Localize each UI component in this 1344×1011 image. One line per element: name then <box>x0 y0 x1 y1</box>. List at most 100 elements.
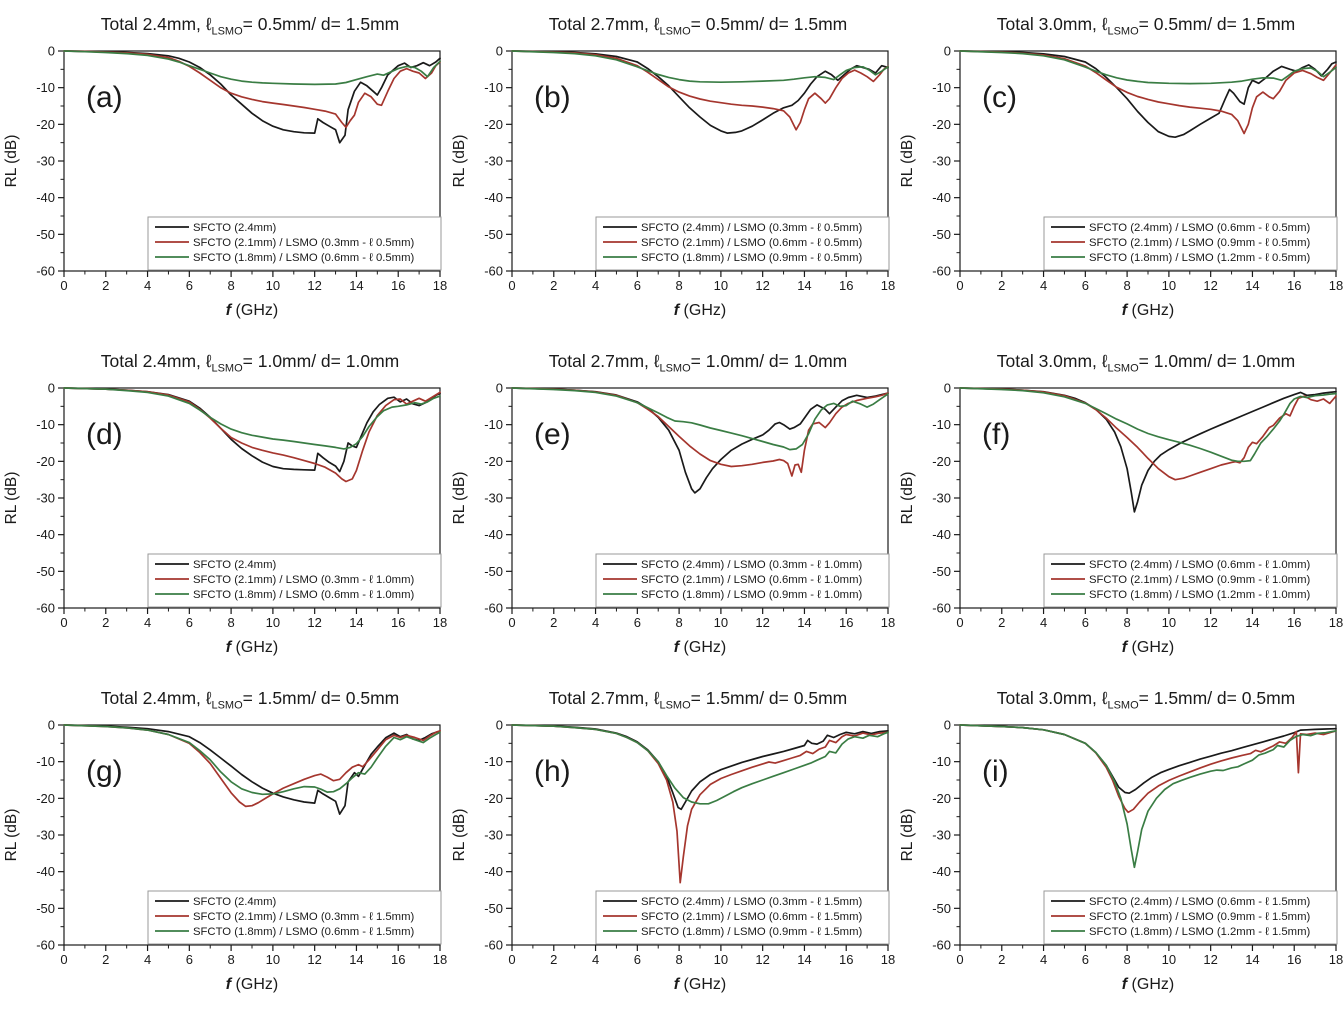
legend-box <box>1043 216 1338 271</box>
y-axis-label: RL (dB) <box>451 472 468 525</box>
x-axis-label: f (GHz) <box>226 976 278 993</box>
x-tick-label: 8 <box>1123 952 1130 967</box>
panel-g: Total 2.4mm, ℓLSMO= 1.5mm/ d= 0.5mm 0 2 4 6… <box>0 674 448 1011</box>
panel-h: Total 2.7mm, ℓLSMO= 1.5mm/ d= 0.5mm 0 2 4 6… <box>448 674 896 1011</box>
panel-letter: (d) <box>86 418 123 451</box>
x-tick-label: 8 <box>1123 278 1130 293</box>
x-tick-label: 8 <box>675 615 682 630</box>
panel-f: Total 3.0mm, ℓLSMO= 1.0mm/ d= 1.0mm 0 2 4 6… <box>896 337 1344 674</box>
x-tick-label: 18 <box>1329 278 1343 293</box>
chart-title-post: = 0.5mm/ d= 1.5mm <box>690 14 848 34</box>
x-tick-label: 10 <box>714 278 728 293</box>
series-line-green <box>959 50 1337 85</box>
series-line-red <box>511 50 889 131</box>
legend-entry-label: SFCTO (1.8mm) / LSMO (1.2mm - ℓ 1.5mm) <box>1089 926 1310 938</box>
y-tick-label: -10 <box>932 417 951 432</box>
y-tick-label: -30 <box>36 828 55 843</box>
y-tick-label: -60 <box>484 601 503 616</box>
y-tick-label: -30 <box>484 154 503 169</box>
y-tick-label: -30 <box>932 154 951 169</box>
y-tick-label: 0 <box>496 718 503 733</box>
x-tick-label: 4 <box>144 952 151 967</box>
x-tick-label: 2 <box>998 952 1005 967</box>
y-tick-label: -20 <box>36 117 55 132</box>
x-tick-label: 4 <box>1040 278 1047 293</box>
x-tick-label: 6 <box>186 615 193 630</box>
panel-c: Total 3.0mm, ℓLSMO= 0.5mm/ d= 1.5mm 0 2 4 6… <box>896 0 1344 337</box>
x-tick-label: 12 <box>307 278 321 293</box>
series-line-red <box>959 387 1337 481</box>
y-tick-label: -30 <box>36 491 55 506</box>
x-tick-label: 8 <box>227 278 234 293</box>
y-tick-label: -40 <box>932 864 951 879</box>
x-tick-label: 4 <box>592 952 599 967</box>
y-tick-label: -50 <box>932 564 951 579</box>
x-tick-label: 10 <box>1162 952 1176 967</box>
x-tick-label: 6 <box>1082 952 1089 967</box>
series-line-green <box>63 50 441 86</box>
panel-letter: (g) <box>86 755 123 788</box>
legend-entry-label: SFCTO (2.4mm) / LSMO (0.3mm - ℓ 1.0mm) <box>641 559 862 571</box>
y-tick-label: -50 <box>36 901 55 916</box>
legend-box <box>595 553 890 608</box>
chart-title: Total 2.4mm, ℓLSMO= 0.5mm/ d= 1.5mm <box>0 9 448 43</box>
legend-entry-label: SFCTO (2.1mm) / LSMO (0.3mm - ℓ 0.5mm) <box>193 237 414 249</box>
x-tick-label: 6 <box>186 278 193 293</box>
y-axis-label: RL (dB) <box>899 809 916 862</box>
x-tick-label: 2 <box>998 615 1005 630</box>
x-tick-label: 16 <box>1287 278 1301 293</box>
series-line-green <box>63 387 441 450</box>
chart-title: Total 2.4mm, ℓLSMO= 1.0mm/ d= 1.0mm <box>0 346 448 380</box>
y-tick-label: -40 <box>484 864 503 879</box>
y-tick-label: -20 <box>36 454 55 469</box>
x-tick-label: 2 <box>998 278 1005 293</box>
x-tick-label: 2 <box>102 952 109 967</box>
y-tick-label: -40 <box>932 190 951 205</box>
x-tick-label: 18 <box>881 952 895 967</box>
x-axis-label: f (GHz) <box>1122 302 1174 319</box>
chart-title-pre: Total 2.4mm, ℓ <box>100 351 212 371</box>
y-axis-label: RL (dB) <box>3 135 20 188</box>
x-tick-label: 8 <box>675 952 682 967</box>
x-tick-label: 16 <box>839 952 853 967</box>
x-tick-label: 16 <box>839 278 853 293</box>
y-tick-label: -50 <box>932 901 951 916</box>
series-line-red <box>511 387 889 477</box>
x-tick-label: 12 <box>755 278 769 293</box>
x-axis-label: f (GHz) <box>674 639 726 656</box>
y-tick-label: -60 <box>484 264 503 279</box>
x-axis-label: f (GHz) <box>226 639 278 656</box>
y-tick-label: -10 <box>932 80 951 95</box>
x-tick-label: 6 <box>1082 278 1089 293</box>
chart-title-sub: LSMO <box>1107 699 1139 712</box>
x-tick-label: 0 <box>60 615 67 630</box>
x-tick-label: 12 <box>307 615 321 630</box>
chart-plot: 0 2 4 6 8 10 12 14 16 18 0 -10 -20 -30 -40 -50 -60 RL (dB… <box>3 381 447 657</box>
x-tick-label: 12 <box>1203 952 1217 967</box>
x-tick-label: 16 <box>839 615 853 630</box>
legend-entry-label: SFCTO (2.4mm) / LSMO (0.3mm - ℓ 0.5mm) <box>641 222 862 234</box>
legend-entry-label: SFCTO (2.1mm) / LSMO (0.3mm - ℓ 1.0mm) <box>193 574 414 586</box>
x-tick-label: 12 <box>1203 278 1217 293</box>
panel-letter: (f) <box>982 418 1010 451</box>
series-line-red <box>63 724 441 808</box>
chart-plot: 0 2 4 6 8 10 12 14 16 18 0 -10 -20 -30 -40 -50 -60 RL (dB… <box>451 718 895 994</box>
y-tick-label: -30 <box>932 491 951 506</box>
y-tick-label: -50 <box>36 227 55 242</box>
y-axis-label: RL (dB) <box>451 135 468 188</box>
y-tick-label: -10 <box>932 754 951 769</box>
legend-entry-label: SFCTO (1.8mm) / LSMO (1.2mm - ℓ 1.0mm) <box>1089 589 1310 601</box>
x-tick-label: 0 <box>60 952 67 967</box>
x-tick-label: 14 <box>1245 278 1259 293</box>
x-tick-label: 4 <box>144 615 151 630</box>
x-tick-label: 16 <box>391 278 405 293</box>
y-tick-label: -10 <box>484 417 503 432</box>
x-tick-label: 10 <box>266 278 280 293</box>
x-tick-label: 18 <box>433 278 447 293</box>
x-axis-label: f (GHz) <box>674 302 726 319</box>
y-tick-label: -60 <box>932 938 951 953</box>
series-line-red <box>959 50 1337 135</box>
y-tick-label: -20 <box>932 117 951 132</box>
chart-title-pre: Total 3.0mm, ℓ <box>996 351 1108 371</box>
legend-box <box>1043 553 1338 608</box>
